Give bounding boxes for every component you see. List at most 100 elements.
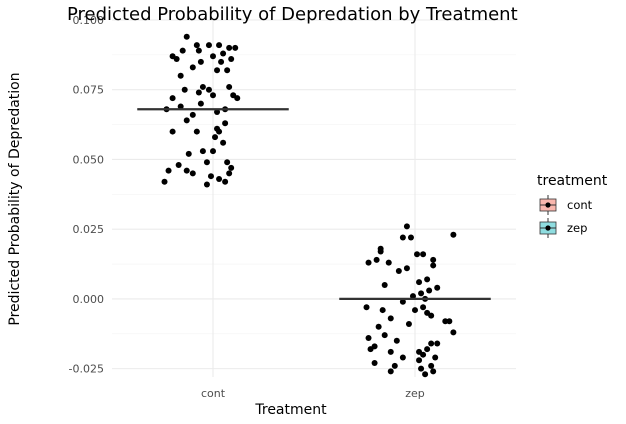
data-point-cont xyxy=(226,83,233,90)
x-tick-label: zep xyxy=(405,387,425,400)
data-point-zep xyxy=(371,360,378,367)
data-point-cont xyxy=(193,128,200,135)
data-point-cont xyxy=(179,47,186,54)
data-point-zep xyxy=(399,234,406,241)
data-point-cont xyxy=(177,103,184,110)
data-point-cont xyxy=(203,181,210,188)
legend-items: cont zep xyxy=(539,195,593,238)
legend-item-cont: cont xyxy=(539,195,593,215)
data-point-cont xyxy=(189,170,196,177)
data-point-cont xyxy=(228,56,235,63)
data-point-zep xyxy=(430,262,437,269)
y-tick-label: 0.100 xyxy=(73,14,105,27)
data-point-zep xyxy=(381,281,388,288)
y-tick-label: 0.075 xyxy=(73,84,105,97)
data-point-cont xyxy=(224,159,231,166)
x-axis-title: Treatment xyxy=(254,402,327,418)
data-point-zep xyxy=(403,265,410,272)
data-point-cont xyxy=(169,95,176,102)
legend-point xyxy=(545,225,551,231)
legend-point xyxy=(545,202,551,208)
data-point-zep xyxy=(391,362,398,369)
data-point-zep xyxy=(434,340,441,347)
legend-label: cont xyxy=(567,198,593,212)
data-point-cont xyxy=(228,164,235,171)
data-point-cont xyxy=(199,148,206,155)
data-point-cont xyxy=(197,58,204,65)
data-point-cont xyxy=(195,89,202,96)
data-point-zep xyxy=(430,368,437,375)
data-marks xyxy=(161,33,457,378)
data-point-zep xyxy=(381,332,388,339)
data-point-zep xyxy=(399,298,406,305)
data-point-cont xyxy=(232,44,239,51)
data-point-cont xyxy=(189,64,196,71)
data-point-zep xyxy=(420,351,427,358)
data-point-zep xyxy=(403,223,410,230)
data-point-zep xyxy=(387,368,394,375)
data-point-cont xyxy=(205,42,212,49)
data-point-zep xyxy=(434,284,441,291)
y-tick-label: -0.025 xyxy=(69,363,104,376)
data-point-cont xyxy=(210,53,216,60)
data-point-zep xyxy=(428,362,435,369)
data-point-zep xyxy=(416,279,423,286)
data-point-zep xyxy=(387,348,394,355)
data-point-zep xyxy=(428,340,435,347)
legend: treatment cont zep xyxy=(537,173,608,238)
data-point-zep xyxy=(395,268,402,275)
data-point-cont xyxy=(197,100,204,107)
data-point-cont xyxy=(195,47,202,54)
data-point-zep xyxy=(418,365,425,372)
data-point-cont xyxy=(210,92,216,99)
data-point-zep xyxy=(450,231,457,238)
data-point-zep xyxy=(412,307,418,314)
gridlines xyxy=(112,19,516,377)
data-point-zep xyxy=(377,248,384,255)
data-point-zep xyxy=(363,304,370,311)
data-point-zep xyxy=(367,346,374,353)
data-point-cont xyxy=(177,72,184,79)
chart-title: Predicted Probability of Depredation by … xyxy=(67,4,518,25)
data-point-cont xyxy=(183,117,190,124)
data-point-cont xyxy=(226,44,233,51)
data-point-cont xyxy=(212,134,219,141)
data-point-cont xyxy=(214,67,221,74)
data-point-zep xyxy=(365,334,372,341)
data-point-zep xyxy=(420,304,427,311)
data-point-cont xyxy=(224,67,231,74)
data-point-cont xyxy=(218,58,225,65)
data-point-zep xyxy=(373,256,380,263)
data-point-zep xyxy=(418,290,425,297)
y-tick-label: 0.025 xyxy=(73,223,105,236)
data-point-zep xyxy=(409,293,416,300)
data-point-zep xyxy=(387,315,394,322)
data-point-cont xyxy=(199,83,206,90)
legend-item-zep: zep xyxy=(539,218,587,238)
data-point-cont xyxy=(216,175,223,182)
data-point-zep xyxy=(424,276,431,283)
data-point-cont xyxy=(161,178,168,185)
data-point-zep xyxy=(365,259,372,266)
legend-title: treatment xyxy=(537,173,608,189)
y-axis-title: Predicted Probability of Depredation xyxy=(7,72,23,325)
data-point-zep xyxy=(446,318,453,325)
data-point-cont xyxy=(220,50,227,57)
data-point-cont xyxy=(183,167,190,174)
data-point-zep xyxy=(424,346,431,353)
data-point-cont xyxy=(203,159,210,166)
x-tick-labels: cont zep xyxy=(201,387,425,400)
data-point-cont xyxy=(189,111,196,118)
data-point-zep xyxy=(432,354,439,361)
data-point-zep xyxy=(407,234,414,241)
data-point-cont xyxy=(205,86,212,93)
y-tick-labels: -0.025 0.000 0.025 0.050 0.075 0.100 xyxy=(69,14,104,376)
data-point-cont xyxy=(193,42,200,49)
data-point-cont xyxy=(216,42,223,49)
data-point-cont xyxy=(222,120,229,127)
data-point-zep xyxy=(450,329,457,336)
data-point-cont xyxy=(173,56,180,63)
data-point-zep xyxy=(422,371,429,378)
data-point-zep xyxy=(414,251,421,258)
